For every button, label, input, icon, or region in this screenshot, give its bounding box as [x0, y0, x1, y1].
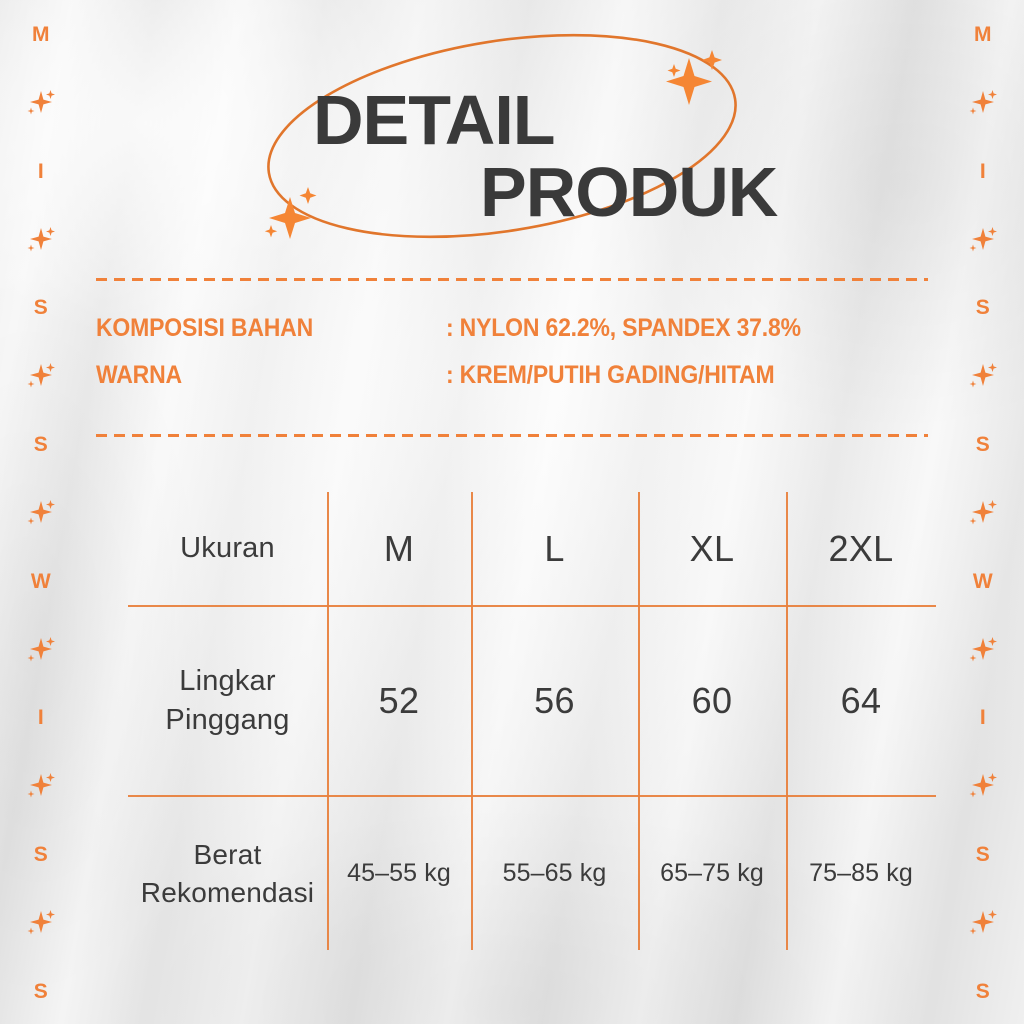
sparkle-icon — [966, 86, 1000, 120]
size-chart-table: Ukuran M L XL 2XL Lingkar Pinggang 52 56… — [128, 492, 936, 950]
rail-letter-i-1: I — [37, 159, 45, 183]
spec-value: : KREM/PUTIH GADING/HITAM — [446, 361, 775, 389]
sparkle-icon — [966, 223, 1000, 257]
rail-letter-s-4: S — [975, 979, 991, 1003]
rail-letter-s-3: S — [975, 843, 991, 867]
sparkle-icon — [24, 633, 58, 667]
sparkle-icon — [24, 86, 58, 120]
ellipse-outline-icon — [267, 33, 737, 239]
table-cell-waist-l: 56 — [534, 680, 575, 721]
rail-letter-i-1: I — [979, 159, 987, 183]
sparkle-icon — [258, 183, 330, 256]
title-block: DETAIL PRODUK — [0, 0, 1024, 268]
sparkle-icon — [24, 223, 58, 257]
table-row-label-line-2: Rekomendasi — [140, 876, 315, 908]
table-cell-weight-l: 55–65 kg — [502, 859, 607, 887]
table-header-size-m: M — [383, 527, 415, 569]
table-cell-weight-2xl: 75–85 kg — [809, 859, 913, 887]
sparkle-icon — [24, 769, 58, 803]
rail-letter-s-4: S — [33, 979, 49, 1003]
page-title-line-2: PRODUK — [480, 153, 778, 231]
sparkle-icon — [966, 769, 1000, 803]
table-row: Lingkar Pinggang 52 56 60 64 — [128, 607, 936, 795]
table-cell-waist-xl: 60 — [691, 680, 733, 721]
rail-letter-s-1: S — [33, 296, 49, 320]
table-header-size-xl: XL — [689, 527, 735, 569]
sparkle-icon — [24, 906, 58, 940]
table-row-label-line-1: Berat — [193, 839, 262, 871]
table-row-label-lingkar-pinggang: Lingkar Pinggang — [128, 662, 327, 739]
right-brand-rail: M I S S — [950, 0, 1016, 1024]
spec-value: : NYLON 62.2%, SPANDEX 37.8% — [446, 314, 801, 342]
table-cell-weight-xl: 65–75 kg — [660, 859, 764, 887]
specification-rows: KOMPOSISI BAHAN : NYLON 62.2%, SPANDEX 3… — [96, 281, 928, 434]
table-cell-waist-2xl: 64 — [840, 680, 882, 721]
sparkle-icon — [24, 496, 58, 530]
specification-block: KOMPOSISI BAHAN : NYLON 62.2%, SPANDEX 3… — [96, 278, 928, 437]
rail-letter-s-3: S — [33, 843, 49, 867]
table-cell-waist-m: 52 — [378, 680, 420, 721]
table-header-size-2xl: 2XL — [828, 527, 894, 569]
table-row: Berat Rekomendasi 45–55 kg 55–65 kg 65–7… — [128, 797, 936, 950]
rail-letter-s-2: S — [975, 433, 991, 457]
rail-letter-w-1: W — [972, 569, 994, 593]
rail-letter-s-1: S — [975, 296, 991, 320]
table-row-label-line-1: Lingkar — [179, 665, 276, 698]
rail-letter-s-2: S — [33, 433, 49, 457]
left-brand-rail: M I S S — [8, 0, 74, 1024]
rail-letter-m-1: M — [974, 23, 992, 46]
spec-label: KOMPOSISI BAHAN — [96, 314, 314, 342]
sparkle-icon — [24, 359, 58, 393]
spec-row-komposisi-bahan: KOMPOSISI BAHAN : NYLON 62.2%, SPANDEX 3… — [96, 314, 928, 361]
rail-letter-m-1: M — [32, 23, 50, 46]
table-row-label-berat-rekomendasi: Berat Rekomendasi — [128, 836, 327, 910]
spec-row-warna: WARNA : KREM/PUTIH GADING/HITAM — [96, 361, 928, 408]
table-header-size-l: L — [544, 527, 565, 569]
rail-letter-i-2: I — [979, 706, 987, 730]
dashed-divider-bottom — [96, 434, 928, 437]
sparkle-icon — [966, 633, 1000, 667]
sparkle-icon — [966, 496, 1000, 530]
poster-header: DETAIL PRODUK — [0, 0, 1024, 268]
sparkle-icon — [966, 906, 1000, 940]
rail-letter-w-1: W — [30, 569, 52, 593]
table-header-label: Ukuran — [180, 532, 275, 565]
rail-letter-i-2: I — [37, 706, 45, 730]
table-row: Ukuran M L XL 2XL — [128, 492, 936, 605]
page-title-line-1: DETAIL — [313, 81, 556, 159]
dashed-divider-top — [96, 278, 928, 281]
table-cell-weight-m: 45–55 kg — [347, 859, 451, 887]
spec-label: WARNA — [96, 361, 182, 389]
sparkle-icon — [655, 46, 733, 125]
sparkle-icon — [966, 359, 1000, 393]
table-row-label-line-2: Pinggang — [165, 704, 290, 736]
